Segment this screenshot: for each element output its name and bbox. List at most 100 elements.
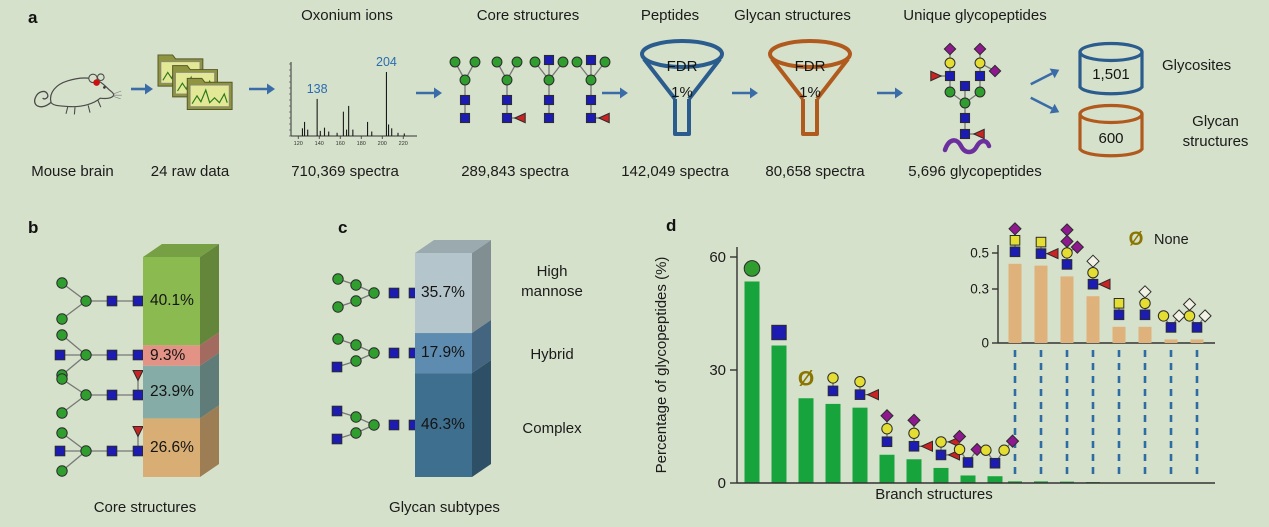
arrow-right-icon	[416, 87, 442, 99]
segment-label: 46.3%	[421, 416, 465, 433]
glycan-node-icon	[935, 436, 947, 448]
glycan-node-icon	[350, 279, 362, 291]
glycan-node-icon	[1172, 309, 1186, 323]
glycan-node-icon	[449, 56, 461, 68]
x-axis-title: Branch structures	[875, 486, 993, 503]
d-bar	[879, 454, 895, 483]
y-axis-title: Percentage of glycopeptides (%)	[653, 257, 670, 474]
glycan-subtypes-stacked-bar	[415, 240, 491, 477]
bar-segment	[415, 333, 472, 374]
spectrum-tick-label: 220	[399, 141, 408, 147]
glycan-subtype-icon-hybrid	[331, 333, 420, 373]
glycan-node-icon	[350, 411, 362, 423]
glycan-node-icon	[1009, 235, 1021, 246]
glycan-core-icon-bisecting-fucosylated	[54, 426, 144, 477]
glycan-node-icon	[543, 112, 555, 124]
glycan-subtype-icon-high-mannose	[332, 273, 420, 313]
legend-none-symbol: Ø	[1129, 229, 1144, 250]
glycan-node-icon	[1061, 259, 1073, 270]
d-bar	[852, 407, 868, 483]
mouse-legs	[65, 99, 102, 115]
glycan-node-icon	[501, 74, 513, 86]
spectrum-tick-label: 180	[357, 141, 366, 147]
arrow-down-right-icon	[1030, 96, 1060, 114]
subtype-name-hybrid: Hybrid	[530, 346, 574, 363]
glycan-node-icon	[80, 389, 92, 401]
glycan-node-icon	[974, 57, 986, 69]
d-bar	[798, 398, 814, 483]
d-bar	[906, 459, 922, 483]
glycan-node-icon	[974, 70, 986, 82]
glycan-node-icon	[1008, 222, 1022, 236]
glycan-node-icon	[132, 295, 144, 307]
glycan-node-icon	[368, 419, 380, 431]
glycan-node-icon	[56, 407, 68, 419]
spectrum-tick-label: 120	[294, 141, 303, 147]
glycan-subtype-icon-complex	[331, 405, 420, 445]
glycan-node-icon	[350, 355, 362, 367]
bar-segment	[143, 365, 200, 419]
mouse-eye	[103, 86, 106, 89]
glycan-node-icon	[571, 56, 583, 68]
glycan-node-icon	[132, 445, 144, 457]
glycan-node-icon	[952, 429, 967, 444]
glycan-node-icon	[771, 324, 787, 341]
bar-segment-side	[472, 240, 491, 334]
glycan-node-icon	[80, 349, 92, 361]
spectrum-title: Oxonium ions	[301, 7, 393, 24]
segment-label: 17.9%	[421, 344, 465, 361]
glycan-node-icon	[132, 426, 144, 438]
glycan-node-icon	[54, 445, 66, 457]
glycan-node-icon	[511, 56, 523, 68]
d-bar	[1034, 481, 1048, 483]
raw-data-caption: 24 raw data	[150, 163, 230, 180]
glycan-node-icon	[973, 42, 987, 56]
panel-b-label: b	[28, 218, 39, 237]
glycan-node-icon	[989, 457, 1001, 469]
glycan-node-icon	[1086, 254, 1100, 268]
glycan-node-icon	[106, 295, 118, 307]
arrow-right-icon	[249, 83, 275, 95]
brain-highlight-dot	[93, 79, 100, 86]
glycan-node-icon	[56, 465, 68, 477]
glycan-node-icon	[132, 389, 144, 401]
glycan-node-icon	[1139, 297, 1151, 310]
glycan-node-icon	[827, 385, 839, 397]
glycan-node-icon	[543, 74, 555, 86]
glycan-node-icon	[959, 97, 971, 109]
fdr-funnel-icon-glycans	[768, 39, 852, 136]
glycan-node-icon	[529, 56, 541, 68]
glycan-node-icon	[935, 449, 947, 461]
glycan-node-icon	[962, 457, 974, 468]
glycan-node-icon	[1183, 310, 1196, 322]
glycan-node-icon	[944, 57, 956, 69]
glycosites-database-icon	[1078, 41, 1144, 96]
glycan-node-icon	[332, 273, 344, 285]
glycan-node-icon	[388, 287, 400, 299]
peak-label: 138	[307, 82, 328, 96]
glycan-node-icon	[585, 74, 597, 86]
core-structures-stacked-bar	[143, 244, 219, 477]
glycan-node-icon	[854, 375, 866, 388]
glycan-node-icon	[743, 260, 761, 277]
glycan-node-icon	[543, 94, 555, 106]
glycan-node-icon	[557, 56, 569, 68]
glycan-node-icon	[597, 112, 610, 124]
inset-bar	[1086, 296, 1100, 343]
bar-segment-side	[200, 352, 219, 419]
bar-segment-side	[200, 244, 219, 346]
glycan-node-icon	[827, 372, 839, 384]
glycan-node-icon	[943, 42, 957, 56]
glycan-node-icon	[980, 444, 992, 456]
glycan-node-icon	[501, 112, 513, 124]
bar-segment-side	[200, 405, 219, 477]
glycan-node-icon	[56, 329, 68, 341]
glycan-node-icon	[331, 405, 343, 417]
glycan-node-icon	[908, 427, 920, 439]
unique-glycopeptides-caption: 5,696 glycopeptides	[908, 163, 1042, 180]
glycan-node-icon	[106, 445, 118, 457]
segment-label: 35.7%	[421, 284, 465, 301]
bar-segment	[143, 345, 200, 366]
bar-top-face	[415, 240, 491, 253]
